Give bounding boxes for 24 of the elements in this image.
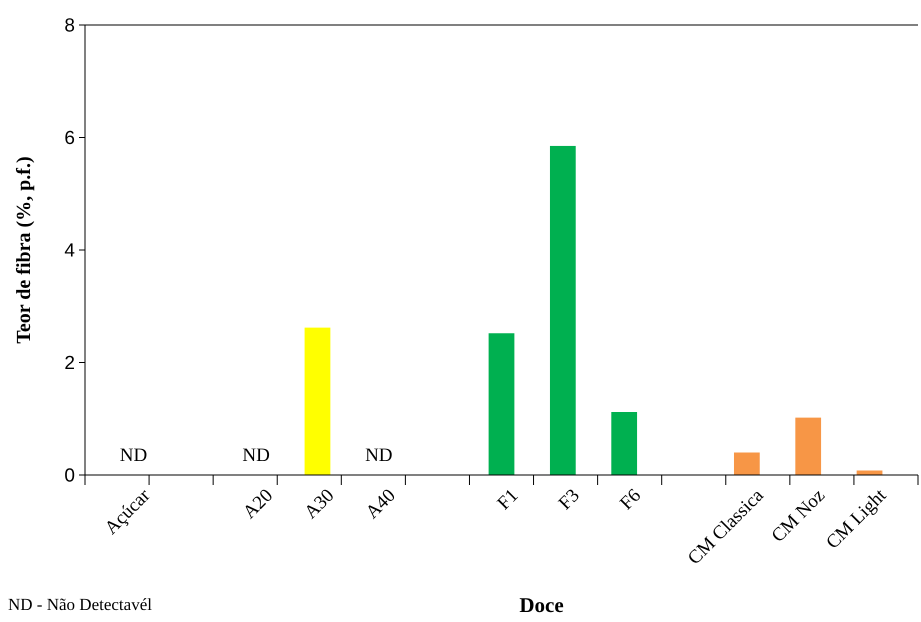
text: ND bbox=[120, 445, 148, 466]
text: ND bbox=[365, 445, 393, 466]
x-tick-label: A40 bbox=[362, 485, 400, 524]
y-tick-label: 8 bbox=[64, 16, 75, 37]
text: ND - Não Detectavél bbox=[8, 595, 152, 614]
x-tick-label: A30 bbox=[300, 485, 338, 524]
y-tick-label: 0 bbox=[64, 466, 75, 487]
bar bbox=[488, 333, 514, 475]
bar bbox=[795, 418, 822, 475]
x-tick-label: F3 bbox=[554, 485, 584, 514]
bar bbox=[611, 412, 638, 475]
x-tick-label: A20 bbox=[239, 485, 278, 524]
text: ND bbox=[242, 445, 270, 466]
y-tick-label: 2 bbox=[64, 353, 75, 374]
x-tick-label: F6 bbox=[616, 485, 646, 514]
bar bbox=[550, 146, 576, 475]
x-tick-label: F1 bbox=[493, 485, 522, 514]
bar bbox=[304, 328, 330, 475]
y-axis-title: Teor de fibra (%, p.f.) bbox=[13, 156, 35, 344]
y-tick-label: 6 bbox=[64, 128, 75, 150]
y-tick-label: 4 bbox=[64, 240, 76, 262]
bar bbox=[734, 452, 760, 475]
x-axis-title: Doce bbox=[519, 593, 564, 617]
bar bbox=[856, 470, 882, 475]
